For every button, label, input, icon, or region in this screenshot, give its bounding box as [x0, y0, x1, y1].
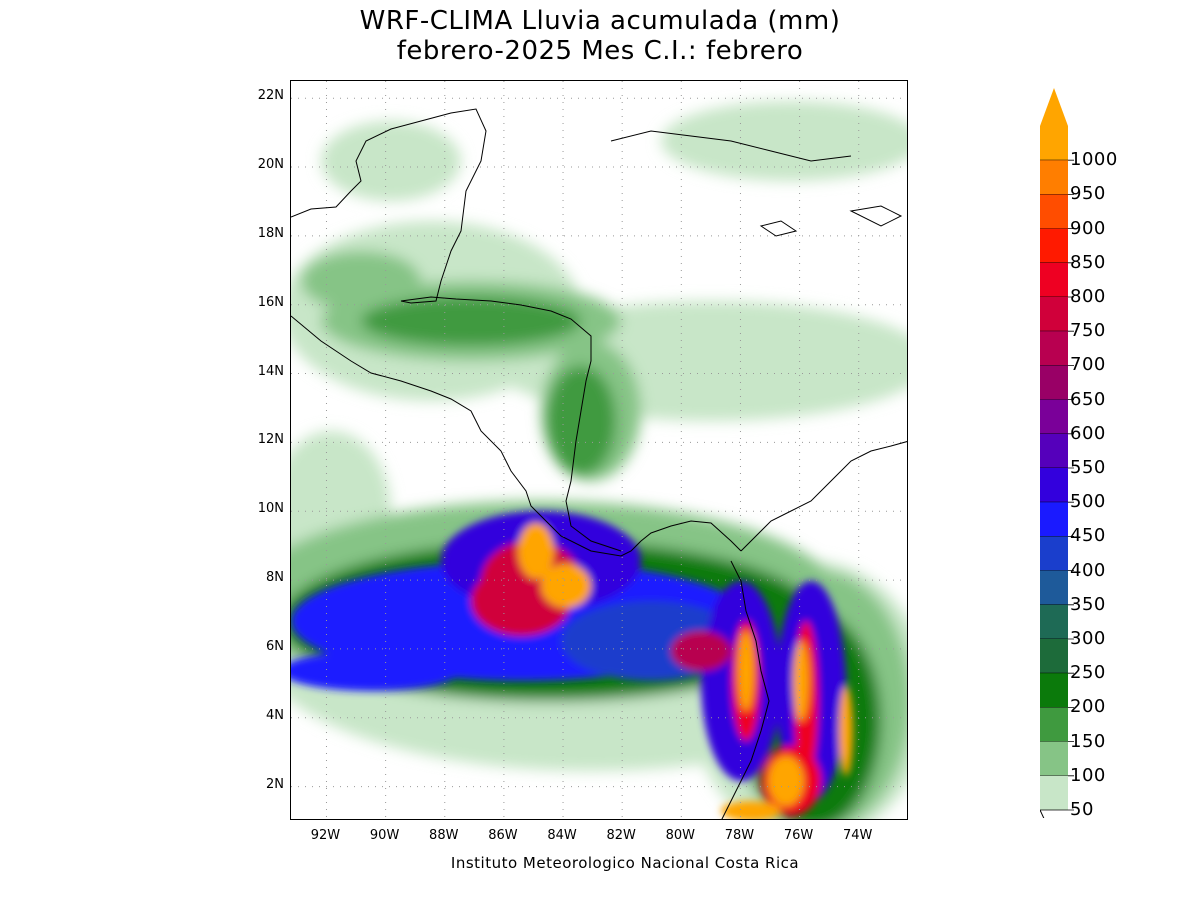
colorbar-label: 650 [1070, 388, 1106, 410]
x-tick-label: 88W [429, 828, 459, 843]
colorbar-swatch [1040, 399, 1068, 434]
map-title-line2: febrero-2025 Mes C.I.: febrero [396, 36, 804, 66]
y-tick-label: 2N [266, 776, 284, 792]
colorbar-swatch [1040, 468, 1068, 503]
colorbar-swatch [1040, 262, 1068, 297]
colorbar-swatch [1040, 194, 1068, 229]
colorbar-swatch [1040, 126, 1068, 161]
colorbar-label: 400 [1070, 559, 1106, 581]
y-tick-label: 14N [257, 363, 284, 379]
colorbar-label: 300 [1070, 628, 1106, 649]
y-tick-label: 18N [257, 225, 284, 241]
credit-text: Instituto Meteorologico Nacional Costa R… [450, 854, 800, 872]
precipitation-map-svg [291, 81, 907, 819]
y-tick-label: 8N [266, 570, 284, 586]
x-tick-label: 76W [783, 828, 814, 843]
precipitation-map [290, 80, 908, 820]
colorbar-swatch [1040, 775, 1068, 810]
rain-field-heavy [291, 511, 853, 819]
colorbar-swatch [1040, 536, 1068, 571]
colorbar-swatch [1040, 365, 1068, 400]
colorbar-swatch [1040, 331, 1068, 366]
colorbar-label: 150 [1070, 730, 1106, 752]
colorbar-swatch [1040, 160, 1068, 195]
colorbar-label: 250 [1070, 662, 1106, 684]
colorbar-swatch [1040, 639, 1068, 674]
x-tick-label: 74W [843, 828, 873, 843]
colorbar-swatch [1040, 502, 1068, 537]
y-tick-label: 20N [257, 157, 284, 173]
colorbar-label: 1000 [1070, 149, 1118, 171]
y-tick-label: 22N [257, 88, 284, 104]
colorbar-swatch [1040, 707, 1068, 742]
colorbar-label: 700 [1070, 354, 1106, 376]
graticule [291, 81, 907, 819]
colorbar-label: 200 [1070, 696, 1106, 718]
colorbar-label: 450 [1070, 525, 1106, 547]
colorbar-label: 550 [1070, 457, 1106, 478]
x-tick-label: 86W [488, 828, 518, 843]
colorbar-swatch [1040, 673, 1068, 708]
y-tick-label: 4N [266, 707, 284, 723]
colorbar-label: 600 [1070, 422, 1106, 444]
colorbar [1040, 88, 1074, 818]
colorbar-label: 750 [1070, 320, 1106, 342]
colorbar-swatch [1040, 433, 1068, 468]
y-tick-label: 16N [257, 294, 284, 310]
colorbar-label: 950 [1070, 183, 1106, 205]
colorbar-arrow-top [1040, 88, 1068, 126]
y-tick-label: 12N [257, 432, 284, 448]
x-tick-label: 82W [606, 828, 636, 843]
colorbar-label: 50 [1070, 799, 1094, 820]
colorbar-label: 100 [1070, 764, 1106, 786]
colorbar-swatch [1040, 570, 1068, 605]
colorbar-swatch [1040, 228, 1068, 263]
coastlines [291, 108, 907, 819]
colorbar-label: 350 [1070, 593, 1106, 615]
x-tick-label: 90W [369, 828, 400, 843]
y-tick-label: 6N [266, 638, 284, 654]
x-tick-label: 84W [547, 828, 577, 843]
x-tick-label: 80W [665, 828, 696, 843]
x-tick-label: 92W [310, 828, 341, 843]
colorbar-arrow-bottom [1040, 809, 1045, 818]
map-title-line1: WRF-CLIMA Lluvia acumulada (mm) [359, 6, 841, 36]
colorbar-label: 900 [1070, 217, 1106, 239]
colorbar-swatch [1040, 297, 1068, 332]
y-tick-label: 10N [257, 501, 284, 517]
colorbar-label: 850 [1070, 251, 1106, 273]
colorbar-label: 800 [1070, 286, 1106, 307]
x-tick-label: 78W [724, 828, 755, 843]
colorbar-swatch [1040, 741, 1068, 776]
colorbar-label: 500 [1070, 491, 1106, 513]
colorbar-swatch [1040, 604, 1068, 639]
